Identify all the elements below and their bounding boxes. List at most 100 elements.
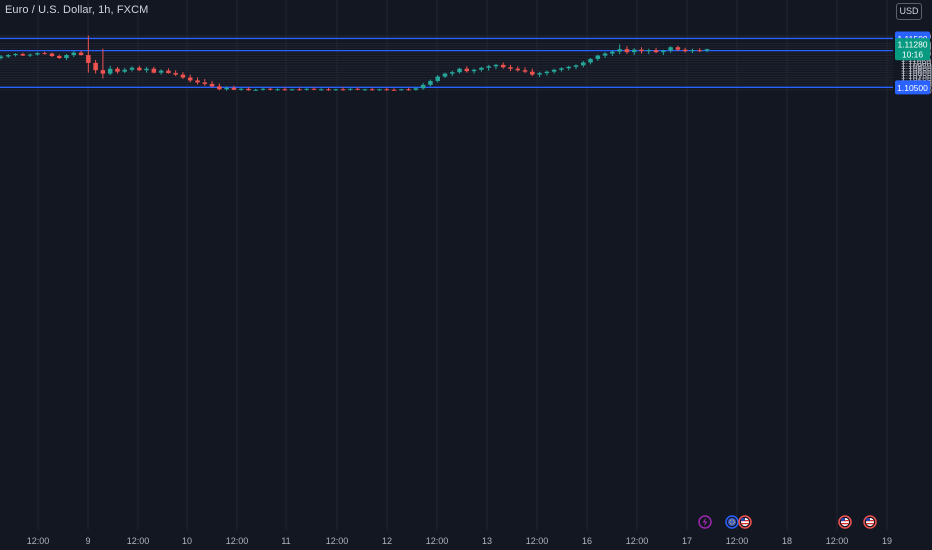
x-tick-label: 12:00 <box>426 536 449 546</box>
flag-canton <box>866 518 870 521</box>
x-tick-label: 12:00 <box>826 536 849 546</box>
candle-body <box>180 74 186 78</box>
candle-body <box>377 89 382 91</box>
candle-body <box>704 49 710 51</box>
x-tick-label: 19 <box>882 536 892 546</box>
candle-body <box>369 89 375 91</box>
candle-body <box>631 49 637 53</box>
candle-body <box>238 88 244 90</box>
candle-body <box>544 71 550 74</box>
candle-body <box>493 64 499 67</box>
candle-body <box>166 70 171 74</box>
us-flag-icon[interactable] <box>738 515 752 529</box>
candle-body <box>464 68 470 72</box>
candle-body <box>115 68 120 72</box>
y-tick-label: 1.10800 <box>901 68 932 78</box>
us-flag-icon[interactable] <box>863 515 877 529</box>
candle-body <box>340 89 346 91</box>
level-badge <box>895 80 930 95</box>
x-tick-label: 12:00 <box>27 536 50 546</box>
y-tick-label: 1.10900 <box>901 63 932 73</box>
time-axis[interactable]: 12:00 9 12:00 10 12:00 11 12:00 12 12:00 13 12:00 1… <box>27 536 892 546</box>
y-tick-label: 1.11050 <box>901 56 931 66</box>
candle-body <box>0 56 4 58</box>
y-tick-label: 1.10950 <box>901 61 932 71</box>
x-tick-label: 13 <box>482 536 492 546</box>
candle-body <box>413 88 419 90</box>
flag-stars <box>729 519 735 525</box>
candle-body <box>428 80 433 85</box>
candle-body <box>602 53 608 56</box>
candle-body <box>362 89 368 91</box>
candle-body <box>275 89 280 91</box>
x-tick-label: 16 <box>582 536 592 546</box>
y-tick-label: 1.10700 <box>901 73 932 83</box>
candle-body <box>530 71 535 75</box>
flag-fill <box>728 518 736 526</box>
candle-body <box>151 68 157 73</box>
candle-body <box>559 68 564 70</box>
candlesticks <box>0 35 710 91</box>
x-tick-label: 12:00 <box>626 536 649 546</box>
candle-body <box>86 55 91 63</box>
x-tick-label: 12 <box>382 536 392 546</box>
candle-body <box>690 50 695 52</box>
x-tick-label: 12:00 <box>127 536 150 546</box>
candle-body <box>566 66 571 69</box>
lightning-glyph <box>702 517 708 527</box>
currency-button[interactable]: USD <box>896 3 922 20</box>
candle-body <box>668 47 673 51</box>
candle-body <box>49 53 55 57</box>
candle-body <box>551 69 557 72</box>
candle-body <box>27 54 33 56</box>
candle-body <box>311 88 317 90</box>
candle-body <box>304 88 309 90</box>
us-flag-icon[interactable] <box>838 515 852 529</box>
candle-body <box>64 55 69 58</box>
candle-body <box>406 89 411 91</box>
y-tick-label: 1.10850 <box>901 66 932 76</box>
last-price-badge <box>895 38 930 61</box>
candle-body <box>260 88 266 90</box>
candle-body <box>326 89 331 91</box>
flag-canton <box>741 518 745 521</box>
candle-body <box>282 89 288 91</box>
x-tick-label: 12:00 <box>526 536 549 546</box>
candle-body <box>6 55 11 57</box>
candle-body <box>122 69 127 72</box>
candle-body <box>471 69 477 72</box>
candle-body <box>435 76 440 81</box>
candle-body <box>318 89 324 91</box>
candle-body <box>639 49 644 52</box>
candle-body <box>246 88 251 91</box>
candle-body <box>289 89 295 91</box>
candle-body <box>144 68 149 71</box>
candle-body <box>610 51 615 54</box>
y-tick-label: 1.11000 <box>901 58 931 68</box>
candle-body <box>537 73 542 75</box>
candle-body <box>217 86 222 90</box>
event-markers[interactable] <box>698 515 877 529</box>
candle-body <box>479 67 484 70</box>
candle-body <box>661 50 666 53</box>
symbol-title[interactable]: Euro / U.S. Dollar, 1h, FXCM <box>5 4 149 16</box>
x-tick-label: 11 <box>281 536 290 546</box>
candle-body <box>100 70 106 74</box>
y-tick-label: 1.10750 <box>901 71 932 81</box>
candle-body <box>78 52 84 56</box>
candle-body <box>224 87 229 90</box>
candle-body <box>457 68 462 73</box>
candle-body <box>187 77 193 81</box>
eu-flag-icon[interactable] <box>725 515 739 529</box>
candle-body <box>348 88 353 90</box>
lightning-icon[interactable] <box>698 515 712 529</box>
candle-body <box>231 87 237 90</box>
candle-body <box>137 67 142 71</box>
candle-body <box>195 80 200 83</box>
x-tick-label: 9 <box>85 536 90 546</box>
candle-body <box>202 82 208 84</box>
candle-body <box>500 64 506 68</box>
candle-body <box>333 89 339 91</box>
candle-body <box>515 68 521 71</box>
